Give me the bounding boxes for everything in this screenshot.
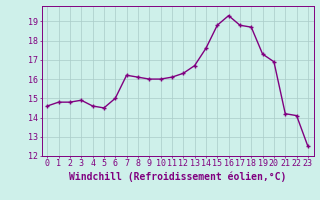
X-axis label: Windchill (Refroidissement éolien,°C): Windchill (Refroidissement éolien,°C) <box>69 171 286 182</box>
